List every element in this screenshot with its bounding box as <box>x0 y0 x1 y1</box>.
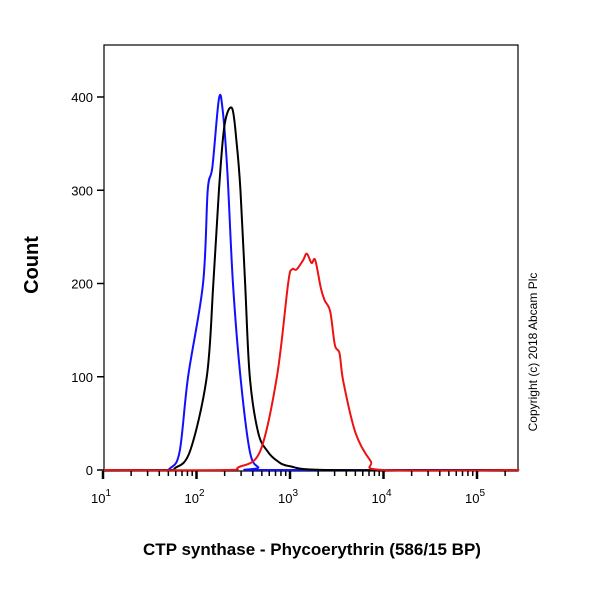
series-red-curve <box>102 252 520 472</box>
series-blue-curve <box>102 93 520 472</box>
plot-frame <box>103 44 519 472</box>
x-tick-label: 103 <box>278 488 298 506</box>
x-tick-label: 105 <box>465 488 485 506</box>
x-tick-label: 101 <box>91 488 111 506</box>
y-tick-label: 200 <box>71 277 93 292</box>
x-axis-label: CTP synthase - Phycoerythrin (586/15 BP) <box>143 540 481 559</box>
x-tick-label: 104 <box>371 488 391 506</box>
series-black-curve <box>102 106 520 472</box>
y-tick-label: 400 <box>71 90 93 105</box>
y-tick-label: 300 <box>71 183 93 198</box>
copyright-annotation: Copyright (c) 2018 Abcam Plc <box>526 273 540 432</box>
y-tick-label: 0 <box>86 463 93 478</box>
y-tick-label: 100 <box>71 370 93 385</box>
y-axis-label: Count <box>21 236 43 294</box>
x-tick-label: 102 <box>184 488 204 506</box>
